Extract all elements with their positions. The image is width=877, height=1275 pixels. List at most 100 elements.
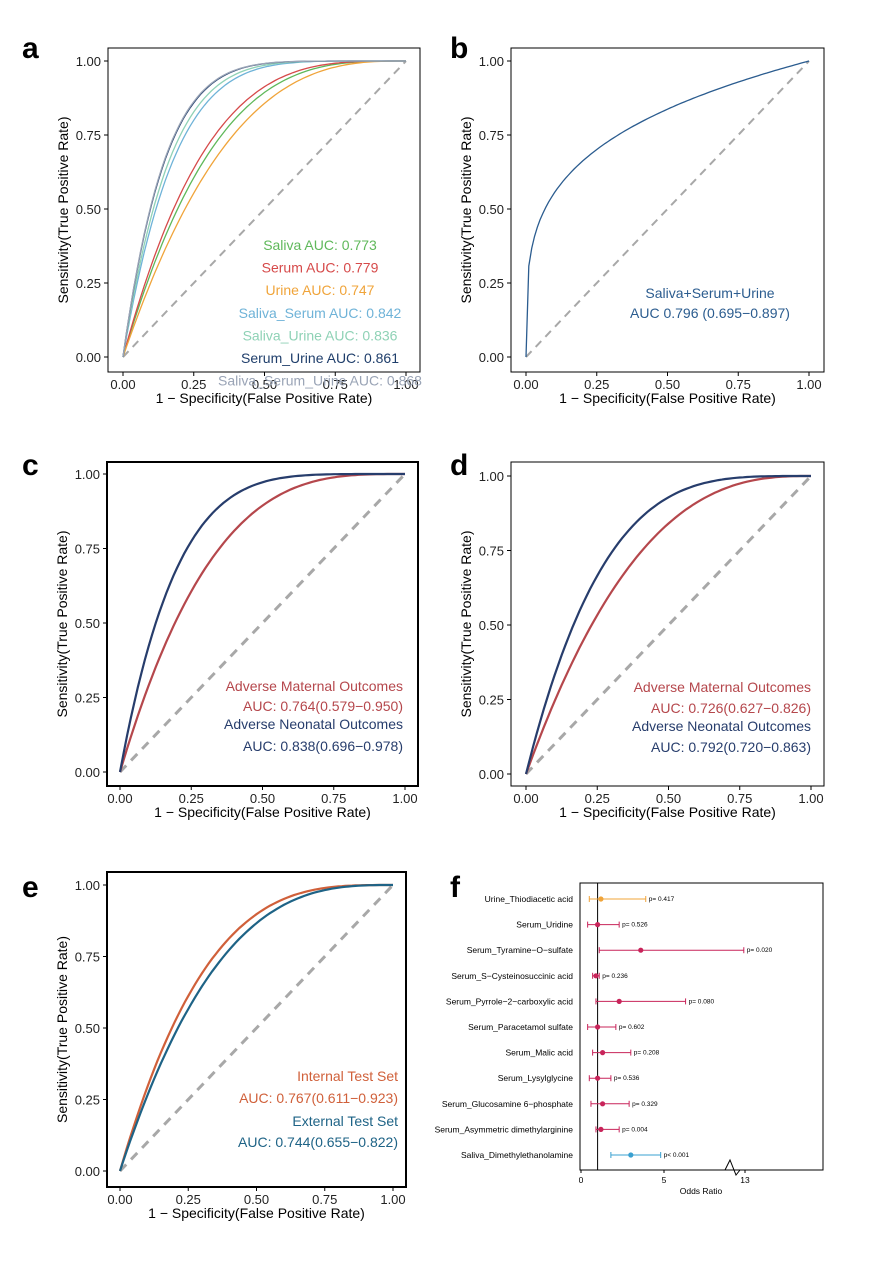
- x-tick-label: 0: [579, 1175, 584, 1185]
- x-tick-label: 1.00: [380, 1192, 405, 1207]
- x-tick-label: 0.50: [244, 1192, 269, 1207]
- x-axis-label: 1 − Specificity(False Positive Rate): [156, 390, 373, 406]
- p-value-label: p= 0.329: [632, 1101, 658, 1108]
- x-tick-label: 0.50: [656, 791, 681, 806]
- x-tick-label: 0.25: [585, 791, 610, 806]
- x-tick-label: 1.00: [392, 791, 417, 806]
- legend-entry: AUC: 0.726(0.627−0.826): [651, 700, 811, 716]
- x-tick-label: 0.00: [513, 377, 538, 392]
- panel-letter: c: [22, 449, 39, 482]
- x-axis-label: 1 − Specificity(False Positive Rate): [559, 804, 776, 820]
- y-tick-label: 0.75: [75, 542, 100, 557]
- row-label: Serum_Uridine: [516, 920, 573, 930]
- y-tick-label: 0.00: [75, 1164, 100, 1179]
- x-tick-label: 0.75: [726, 377, 751, 392]
- y-tick-label: 0.50: [75, 616, 100, 631]
- x-tick-label: 0.50: [655, 377, 680, 392]
- y-tick-label: 0.50: [479, 618, 504, 633]
- legend-entry: AUC: 0.767(0.611−0.923): [239, 1090, 398, 1106]
- panel-e-roc: e 0.00 0.25 0.50 0.75 1.00 0.00 0.25 0.50 0.75 1.0…: [22, 871, 407, 1221]
- y-tick-label: 1.00: [75, 467, 100, 482]
- legend-entry: Saliva+Serum+Urine: [645, 285, 774, 301]
- y-tick-label: 0.75: [479, 128, 504, 143]
- x-tick-label: 0.75: [321, 791, 346, 806]
- panel-a-roc: a 0.00 0.25 0.50 0.75 1.00 0.00 0.25 0.50 0.75 1.0…: [22, 32, 422, 406]
- y-tick-label: 1.00: [76, 54, 101, 69]
- y-tick-label: 0.00: [75, 765, 100, 780]
- p-value-label: p= 0.417: [649, 896, 675, 903]
- x-tick-label: 0.00: [107, 791, 132, 806]
- roc-curve-external-test-set: [118, 883, 393, 1172]
- x-tick-label: 0.00: [107, 1192, 132, 1207]
- panel-d-roc: d 0.00 0.25 0.50 0.75 1.00 0.00 0.25 0.50 0.75 1.0…: [450, 449, 825, 820]
- row-label: Serum_Asymmetric dimethylarginine: [435, 1124, 574, 1134]
- y-tick-label: 0.25: [75, 1093, 100, 1108]
- legend-entry: Adverse Neonatal Outcomes: [224, 716, 403, 732]
- y-tick-label: 0.75: [76, 128, 101, 143]
- row-label: Serum_Lysylglycine: [498, 1073, 574, 1083]
- y-tick-label: 0.00: [479, 767, 504, 782]
- plot-frame: [579, 882, 824, 1171]
- row-label: Serum_Tyramine−O−sulfate: [467, 945, 574, 955]
- row-label: Serum_Glucosamine 6−phosphate: [442, 1099, 573, 1109]
- legend-entry: AUC 0.796 (0.695−0.897): [630, 305, 790, 321]
- odds-ratio-point: [599, 1050, 606, 1056]
- legend-entry: Saliva_Serum AUC: 0.842: [239, 305, 402, 321]
- legend-entry: Adverse Maternal Outcomes: [634, 679, 811, 695]
- odds-ratio-point: [616, 998, 622, 1005]
- p-value-label: p= 0.602: [619, 1024, 645, 1031]
- x-tick-label: 0.25: [181, 377, 206, 392]
- roc-curve-saliva-serum-urine: [525, 60, 810, 358]
- y-tick-label: 0.50: [76, 202, 101, 217]
- legend-entry: Serum_Urine AUC: 0.861: [241, 350, 399, 366]
- odds-ratio-point: [593, 973, 599, 979]
- y-tick-label: 1.00: [479, 54, 504, 69]
- x-tick-label: 0.00: [110, 377, 135, 392]
- odds-ratio-point: [638, 947, 644, 953]
- y-axis-label: Sensitivity(True Positive Rate): [55, 117, 71, 304]
- row-label: Serum_Malic acid: [505, 1048, 573, 1058]
- y-axis-label: Sensitivity(True Positive Rate): [458, 117, 474, 304]
- p-value-label: p= 0.236: [602, 973, 628, 980]
- chance-diagonal: [122, 60, 407, 358]
- plot-frame: [510, 461, 825, 787]
- row-label: Serum_Pyrrole−2−carboxylic acid: [446, 996, 573, 1006]
- x-axis-label: Odds Ratio: [680, 1186, 723, 1196]
- y-tick-label: 1.00: [75, 878, 100, 893]
- legend-entry: Saliva_Serum_Urine AUC: 0.868: [218, 373, 422, 389]
- panel-c-roc: c 0.00 0.25 0.50 0.75 1.00 0.00 0.25 0.50 0.75 1.0…: [22, 449, 419, 820]
- legend-entry: Adverse Maternal Outcomes: [226, 678, 403, 694]
- legend-entry: Serum AUC: 0.779: [262, 260, 379, 276]
- x-tick-label: 13: [740, 1175, 750, 1185]
- panel-letter: d: [450, 449, 468, 482]
- odds-ratio-point: [595, 1024, 601, 1030]
- panel-f-forest: f Urine_Thiodiacetic acid p= 0.417 Serum_Ur…: [435, 871, 824, 1196]
- x-axis-label: 1 − Specificity(False Positive Rate): [559, 390, 776, 406]
- y-tick-label: 0.00: [479, 350, 504, 365]
- legend-entry: Saliva_Urine AUC: 0.836: [243, 327, 398, 343]
- y-axis-label: Sensitivity(True Positive Rate): [458, 531, 474, 718]
- legend-entry: AUC: 0.792(0.720−0.863): [651, 739, 811, 755]
- row-label: Saliva_Dimethylethanolamine: [461, 1150, 573, 1160]
- y-tick-label: 0.25: [479, 276, 504, 291]
- x-tick-label: 0.25: [584, 377, 609, 392]
- p-value-label: p= 0.536: [614, 1075, 640, 1082]
- x-tick-label: 0.50: [250, 791, 275, 806]
- y-tick-label: 0.50: [479, 202, 504, 217]
- legend-entry: Adverse Neonatal Outcomes: [632, 718, 811, 734]
- x-tick-label: 0.50: [252, 377, 277, 392]
- x-tick-label: 0.00: [513, 791, 538, 806]
- odds-ratio-point: [598, 1126, 604, 1132]
- y-axis-label: Sensitivity(True Positive Rate): [54, 936, 70, 1123]
- x-tick-label: 1.00: [796, 377, 821, 392]
- p-value-label: p= 0.020: [747, 947, 773, 954]
- roc-curve-adverse-neonatal-outcomes: [524, 474, 811, 775]
- panel-letter: f: [450, 871, 461, 904]
- chance-diagonal: [524, 474, 813, 776]
- odds-ratio-point: [595, 922, 601, 928]
- legend-entry: Internal Test Set: [297, 1068, 398, 1084]
- panel-letter: a: [22, 32, 39, 65]
- x-axis-label: 1 − Specificity(False Positive Rate): [148, 1205, 365, 1221]
- y-tick-label: 0.25: [75, 691, 100, 706]
- roc-curve-adverse-neonatal-outcomes: [118, 472, 405, 773]
